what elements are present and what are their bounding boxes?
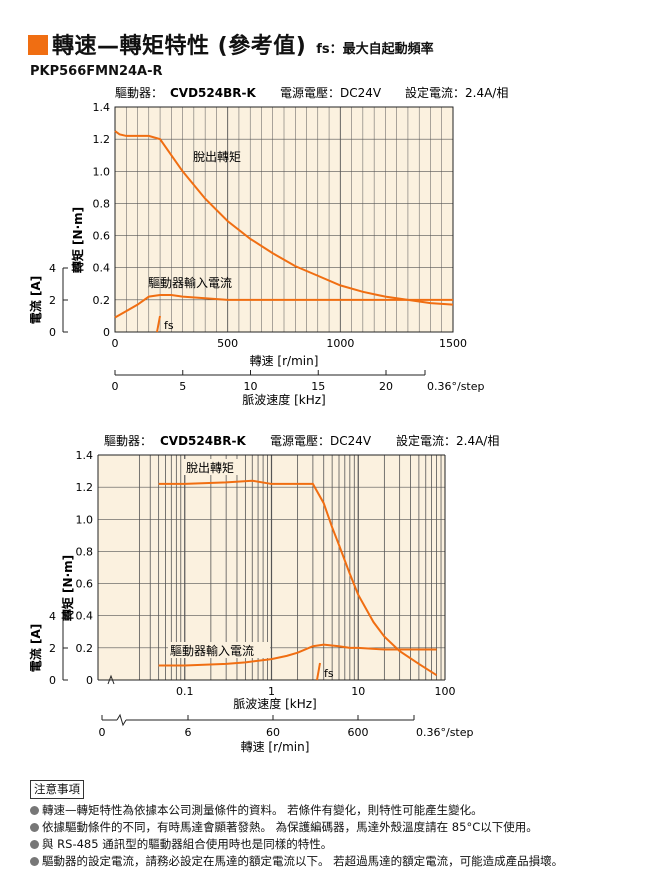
page-title: 轉速—轉矩特性 (參考值)	[52, 34, 307, 59]
current-tick-label: 4	[49, 610, 56, 623]
rpm-tick-label: 60	[266, 726, 280, 739]
bullet-icon	[30, 839, 39, 849]
pulse-tick-label: 15	[311, 380, 325, 393]
y-tick-label: 1.4	[76, 449, 94, 462]
x-tick-label: 1000	[326, 337, 354, 350]
bullet-icon	[30, 805, 39, 815]
fs-marker	[156, 315, 161, 333]
rpm-tick-label: 6	[185, 726, 192, 739]
bullet-icon	[30, 822, 39, 832]
x-axis-label: 脈波速度 [kHz]	[233, 696, 316, 711]
series-label-pullout: 脫出轉矩	[186, 460, 234, 475]
series-label-bg	[184, 459, 242, 475]
current-axis-label: 電流 [A]	[28, 276, 43, 324]
chart-header-driver: 驅動器：	[104, 434, 152, 448]
chart-1: 驅動器： CVD524BR-K 電源電壓：DC24V 設定電流：2.4A/相 0 0.2 0…	[28, 85, 508, 407]
pulse-axis-label: 脈波速度 [kHz]	[242, 392, 325, 407]
model-name: PKP566FMN24A-R	[30, 64, 163, 79]
rpm-axis-label: 轉速 [r/min]	[241, 740, 310, 754]
note-item: 依據驅動條件的不同，有時馬達會顯著發熱。 為保護編碼器，馬達外殼溫度請在 85°…	[30, 819, 630, 836]
axis-break-icon	[116, 713, 127, 727]
pulse-tick-label: 0	[112, 380, 119, 393]
y-tick-label: 0	[86, 674, 93, 687]
fs-label: fs	[164, 319, 174, 332]
y-tick-label: 0.2	[93, 294, 111, 307]
chart-header-driver-model: CVD524BR-K	[170, 86, 256, 100]
y-tick-label: 1.2	[93, 133, 111, 146]
plot-frame	[114, 106, 454, 333]
title-row: 轉速—轉矩特性 (參考值) fs：最大自起動頻率	[28, 28, 434, 60]
rpm-tick-label: 600	[348, 726, 369, 739]
y-tick-label: 0.4	[76, 610, 94, 623]
bullet-icon	[30, 856, 39, 866]
x-tick-label: 0	[112, 337, 119, 350]
series-line-2	[114, 294, 453, 319]
y-axis-label: 轉矩 [N·m]	[70, 207, 85, 273]
x-tick-label: 500	[217, 337, 238, 350]
current-tick-label: 0	[49, 326, 56, 339]
pulse-step-label: 0.36°/step	[427, 380, 485, 393]
fs-marker	[316, 662, 321, 681]
y-tick-label: 1.4	[93, 101, 111, 114]
series-line-2	[158, 643, 437, 667]
x-axis-label: 轉速 [r/min]	[250, 354, 319, 368]
series-label-current: 驅動器輸入電流	[170, 643, 254, 658]
y-tick-label: 0.2	[76, 642, 94, 655]
pulse-tick-label: 10	[244, 380, 258, 393]
y-tick-label: 1.2	[76, 481, 94, 494]
chart-2: 驅動器： CVD524BR-K 電源電壓：DC24V 設定電流：2.4A/相 0 0.2 0…	[28, 433, 499, 754]
chart-header-voltage: 電源電壓：DC24V	[270, 434, 372, 448]
current-tick-label: 0	[49, 674, 56, 687]
pulse-tick-label: 5	[179, 380, 186, 393]
notes-title: 注意事項	[30, 780, 84, 799]
title-square-icon	[28, 35, 48, 55]
note-text: 與 RS-485 通訊型的驅動器組合使用時也是同樣的特性。	[42, 837, 333, 851]
axis-break-icon	[107, 674, 115, 685]
current-tick-label: 2	[49, 642, 56, 655]
rpm-tick-label: 0	[99, 726, 106, 739]
y-tick-label: 0.8	[76, 545, 94, 558]
current-axis-label: 電流 [A]	[28, 624, 43, 672]
note-item: 與 RS-485 通訊型的驅動器組合使用時也是同樣的特性。	[30, 836, 630, 853]
series-line-1	[158, 479, 438, 677]
note-text: 驅動器的設定電流，請務必設定在馬達的額定電流以下。 若超過馬達的額定電流，可能造…	[42, 854, 564, 868]
series-line-1	[114, 130, 454, 306]
note-text: 轉速—轉矩特性為依據本公司測量條件的資料。 若條件有變化，則特性可能產生變化。	[42, 803, 483, 817]
rpm-step-label: 0.36°/step	[416, 726, 474, 739]
y-tick-label: 1.0	[93, 165, 111, 178]
y-tick-label: 0	[103, 326, 110, 339]
x-tick-label: 1500	[439, 337, 467, 350]
note-item: 驅動器的設定電流，請務必設定在馬達的額定電流以下。 若超過馬達的額定電流，可能造…	[30, 853, 630, 870]
x-tick-label: 1	[268, 685, 275, 698]
y-tick-label: 0.4	[93, 262, 111, 275]
chart-header-driver-model: CVD524BR-K	[160, 434, 246, 448]
x-tick-label: 0.1	[176, 685, 194, 698]
chart-header-driver: 驅動器：	[115, 86, 163, 100]
chart-header-current: 設定電流：2.4A/相	[405, 85, 508, 100]
current-tick-label: 4	[49, 262, 56, 275]
fs-label: fs	[324, 667, 334, 680]
series-label-bg	[168, 642, 270, 658]
chart-header-voltage: 電源電壓：DC24V	[280, 86, 382, 100]
note-text: 依據驅動條件的不同，有時馬達會顯著發熱。 為保護編碼器，馬達外殼溫度請在 85°…	[42, 820, 538, 834]
y-tick-label: 0.6	[76, 578, 94, 591]
chart-header-current: 設定電流：2.4A/相	[396, 433, 499, 448]
y-axis-label: 轉矩 [N·m]	[60, 555, 75, 621]
notes-section: 注意事項 轉速—轉矩特性為依據本公司測量條件的資料。 若條件有變化，則特性可能產…	[30, 780, 630, 870]
x-tick-label: 10	[351, 685, 365, 698]
note-item: 轉速—轉矩特性為依據本公司測量條件的資料。 若條件有變化，則特性可能產生變化。	[30, 802, 630, 819]
page-subtitle: fs：最大自起動頻率	[316, 42, 434, 57]
series-label-current: 驅動器輸入電流	[148, 275, 232, 290]
y-tick-label: 0.6	[93, 230, 111, 243]
pulse-tick-label: 20	[379, 380, 393, 393]
y-tick-label: 0.8	[93, 197, 111, 210]
x-tick-label: 100	[435, 685, 456, 698]
current-tick-label: 2	[49, 294, 56, 307]
y-tick-label: 1.0	[76, 513, 94, 526]
series-label-pullout: 脫出轉矩	[193, 149, 241, 164]
